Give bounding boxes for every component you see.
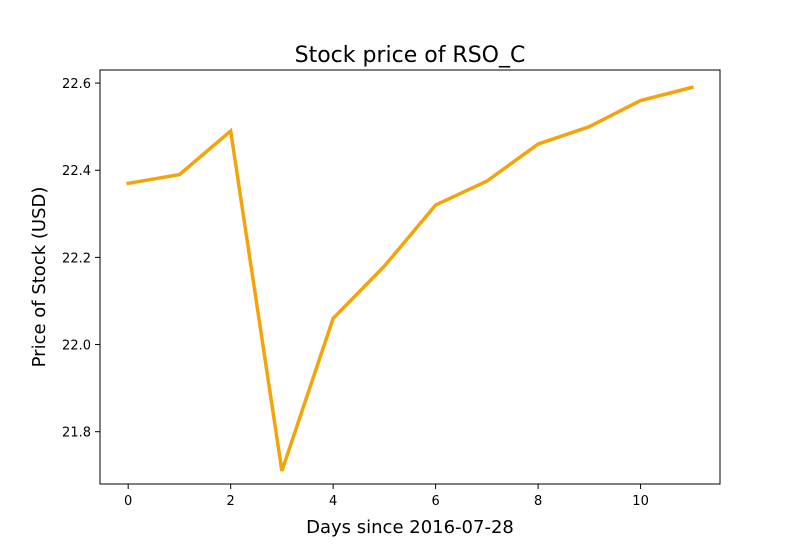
- chart-title: Stock price of RSO_C: [295, 43, 526, 68]
- x-axis: 0 2 4 6 8 10: [124, 484, 649, 509]
- x-tick-label: 8: [534, 494, 542, 509]
- x-tick-label: 4: [329, 494, 337, 509]
- x-tick-label: 2: [227, 494, 235, 509]
- y-tick-label: 21.8: [62, 426, 91, 441]
- y-tick-label: 22.2: [62, 251, 91, 266]
- x-axis-label: Days since 2016-07-28: [306, 517, 514, 538]
- plot-frame: [99, 69, 721, 485]
- series-layer: [126, 85, 694, 472]
- y-tick-label: 22.4: [62, 164, 91, 179]
- plot-area: [99, 69, 721, 485]
- y-axis: 21.8 22.0 22.2 22.4 22.6: [62, 77, 100, 441]
- x-tick-label: 10: [632, 494, 649, 509]
- x-tick-label: 0: [124, 494, 132, 509]
- y-tick-label: 22.6: [62, 77, 91, 92]
- series-line: [126, 85, 694, 472]
- y-axis-label: Price of Stock (USD): [29, 187, 50, 368]
- y-tick-label: 22.0: [62, 339, 91, 354]
- x-tick-label: 6: [431, 494, 439, 509]
